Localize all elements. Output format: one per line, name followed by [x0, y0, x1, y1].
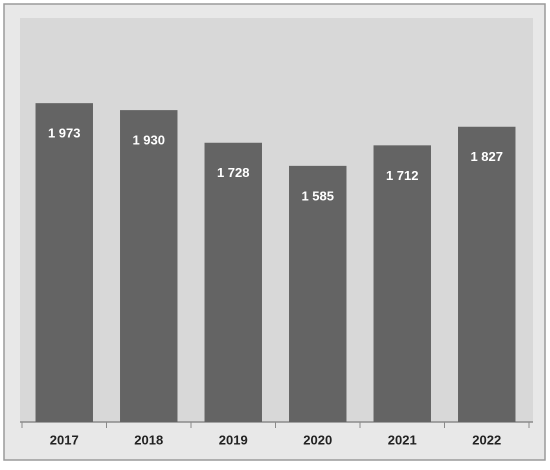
value-label: 1 712 — [386, 168, 419, 183]
x-tick-label: 2021 — [388, 432, 417, 447]
value-label: 1 827 — [470, 149, 503, 164]
value-label: 1 728 — [217, 165, 250, 180]
bar — [204, 142, 262, 423]
bar — [35, 103, 93, 422]
x-tick-label: 2017 — [50, 432, 79, 447]
bar — [458, 126, 516, 422]
value-label: 1 585 — [301, 188, 334, 203]
x-tick-label: 2022 — [472, 432, 501, 447]
bar — [289, 165, 347, 422]
x-tick-label: 2019 — [219, 432, 248, 447]
bar — [373, 145, 431, 422]
x-tick-label: 2018 — [134, 432, 163, 447]
value-label: 1 973 — [48, 126, 81, 141]
plot-area — [20, 18, 533, 422]
bar — [120, 110, 178, 422]
x-tick-label: 2020 — [303, 432, 332, 447]
value-label: 1 930 — [132, 133, 165, 148]
